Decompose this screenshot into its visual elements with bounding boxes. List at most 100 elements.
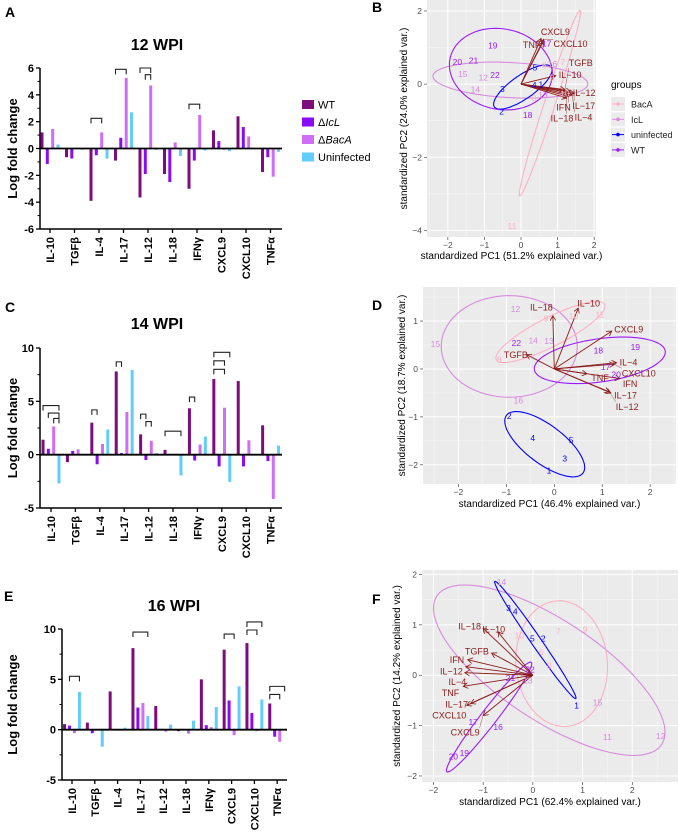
legend-swatch (302, 135, 314, 144)
gridlines (427, 0, 596, 237)
loading-arrow-label: IFN (623, 379, 638, 389)
bar-ifnγ-1 (192, 148, 196, 161)
legend-item-wt: WT (611, 142, 645, 157)
loading-arrow (527, 355, 555, 370)
legend-swatch (302, 152, 314, 162)
bar-tnfα-0 (261, 148, 264, 172)
bar-il-12-3 (169, 724, 173, 730)
significance-bracket (91, 409, 98, 415)
sample-point-label: 13 (523, 675, 533, 685)
y-tick-label: 0 (28, 450, 34, 462)
bar-il-17-0 (114, 148, 117, 161)
x-axis-label: standardized PC1 (62.4% explained var.) (459, 797, 641, 808)
bar-tgfβ-0 (65, 148, 68, 158)
panel-c: C 14 WPI Log fold change -5 0 5 10 IL-10 TGFβ IL-… (5, 299, 282, 558)
sample-point-label: 17 (601, 362, 611, 372)
loading-arrow-label: IL−4 (575, 112, 593, 122)
sample-point-label: 1 (547, 466, 552, 476)
legend-point-icon (616, 132, 620, 137)
bar-il-10-1 (46, 448, 50, 455)
x-tick-label: IL-17 (119, 516, 131, 542)
loading-arrow-label: IL−10 (559, 70, 582, 80)
legend-label: Uninfected (318, 152, 371, 164)
loading-arrow-label: IL−18 (551, 114, 574, 124)
bar-il-17-0 (114, 371, 118, 455)
loading-arrow (520, 83, 567, 98)
x-tick-label: 0 (552, 487, 557, 497)
legend: groups BacA IcL uninfected WT (611, 80, 673, 157)
bar-cxcl10-0 (236, 381, 240, 455)
label-leader-line (564, 68, 569, 90)
plot-area (432, 580, 666, 773)
sample-point-label: 5 (530, 634, 535, 644)
bar-cxcl10-0 (236, 116, 240, 149)
y-tick-label: −1 (407, 721, 417, 731)
bar-il-4-1 (95, 454, 99, 465)
label-leader-line (609, 391, 616, 402)
ellipse-icl (432, 61, 589, 99)
significance-bracket (115, 361, 123, 367)
panel-letter: E (4, 588, 13, 604)
legend-item: Uninfected (302, 152, 371, 164)
y-tick-label: 1 (413, 316, 418, 326)
bar-il-18-2 (173, 142, 177, 149)
plot-panel (427, 0, 596, 237)
bar-il-10-1 (45, 148, 49, 164)
plot-area (440, 295, 666, 478)
loading-arrow (554, 368, 609, 392)
bar-il-4-0 (108, 691, 112, 730)
x-tick-label: −2 (429, 785, 439, 795)
sample-point-label: 7 (556, 626, 561, 636)
loading-arrow (467, 674, 534, 705)
loading-arrow-label: IL−17 (572, 101, 595, 111)
sample-point-label: 20 (453, 57, 463, 67)
x-tick-label: IL-12 (158, 788, 170, 814)
sample-point-label: 4 (532, 80, 537, 90)
bar-il-10-2 (51, 129, 55, 149)
significance-bracket (188, 396, 196, 403)
bar-il-10-1 (67, 725, 71, 730)
bar-cxcl9-0 (212, 130, 215, 149)
sample-point-label: 20 (611, 370, 621, 380)
y-tick-label: −4 (412, 225, 422, 235)
x-tick-label: IL-17 (135, 788, 147, 814)
ellipse-wt (448, 27, 553, 111)
bar-cxcl9-1 (227, 700, 231, 730)
x-tick-label: IL-12 (144, 516, 156, 542)
x-tick-label: 0 (519, 240, 524, 250)
bar-cxcl9-2 (222, 407, 226, 455)
bar-tnfα-2 (278, 729, 282, 742)
bar-il-10-0 (41, 439, 45, 455)
x-tick-label: −1 (502, 487, 512, 497)
legend-swatch (302, 100, 314, 109)
sample-point-label: 2 (499, 107, 504, 117)
x-tick-label: IL-4 (95, 515, 107, 535)
loading-arrow-label: IL−12 (440, 666, 463, 676)
y-tick-label: −2 (412, 152, 422, 162)
sample-point-label: 12 (479, 73, 489, 83)
bar-tgfβ-1 (90, 729, 94, 734)
panel-letter: C (5, 299, 15, 315)
x-tick-label: IL-18 (168, 237, 180, 263)
sample-point-label: 8 (532, 93, 537, 103)
bar-il-12-2 (164, 729, 168, 732)
ellipse-uninfected (494, 580, 577, 700)
sample-point-label: 3 (562, 454, 567, 464)
significance-bracket (144, 74, 152, 80)
loading-arrow-label: CXCL10 (622, 368, 656, 378)
sample-point-label: 15 (593, 697, 603, 707)
label-leader-line (479, 715, 484, 728)
sample-point-label: 13 (538, 90, 548, 100)
sample-point-label: 5 (533, 63, 538, 73)
bar-cxcl9-3 (237, 686, 241, 730)
sample-point-label: 19 (631, 342, 641, 352)
legend-name: Uninfected (318, 152, 371, 164)
sample-point-label: 9 (544, 314, 549, 324)
bar-ifnγ-0 (187, 408, 191, 455)
sample-point-label: 20 (449, 751, 459, 761)
bar-tgfβ-2 (76, 449, 80, 455)
sample-point-label: 16 (493, 722, 503, 732)
bar-il-18-1 (168, 148, 172, 183)
